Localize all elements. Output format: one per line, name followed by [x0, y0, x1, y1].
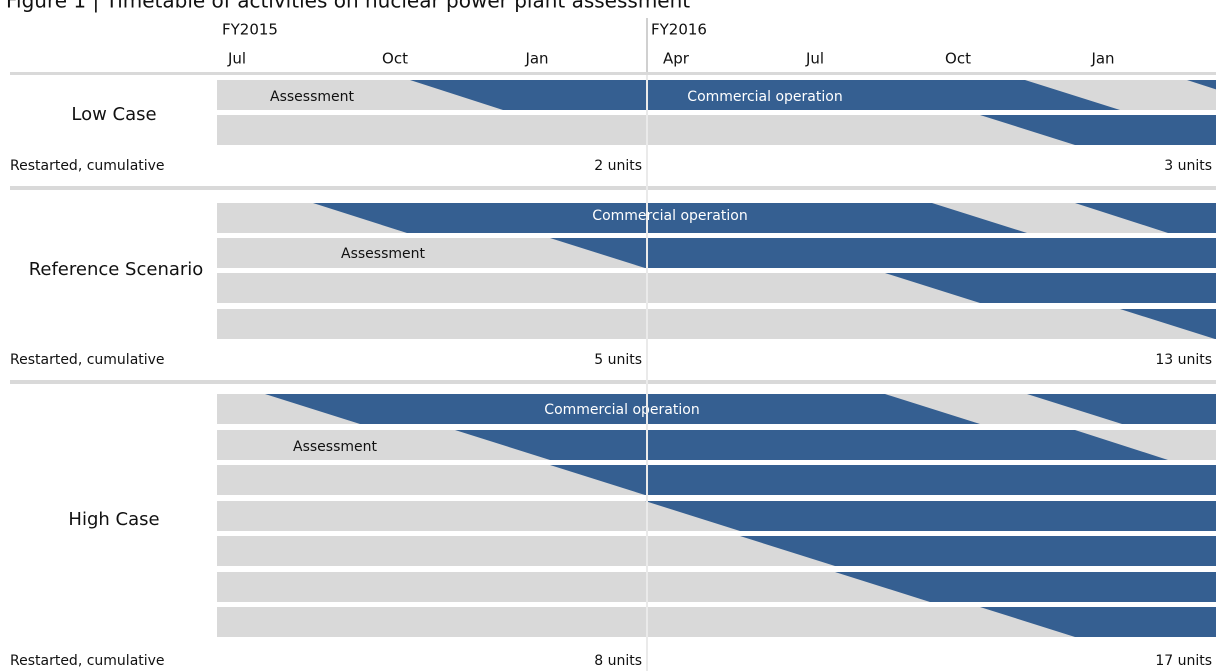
assessment-label: Assessment [293, 439, 377, 455]
units-label: 5 units [594, 352, 642, 368]
month-label: Jan [1090, 50, 1114, 68]
restarted-label: Restarted, cumulative [10, 653, 165, 669]
activity-bar [313, 203, 1027, 233]
month-label: Jul [805, 50, 824, 68]
month-label: Apr [663, 50, 690, 68]
operation-label: Commercial operation [687, 89, 842, 105]
section-label: Reference Scenario [29, 259, 204, 280]
activity-bar [550, 238, 1216, 268]
activity-bar [645, 501, 1216, 531]
units-label: 13 units [1155, 352, 1212, 368]
activity-bar [740, 536, 1216, 566]
activity-bar [455, 430, 1168, 460]
activity-bar [550, 465, 1216, 495]
assessment-label: Assessment [270, 89, 354, 105]
activity-bar [980, 607, 1216, 637]
activity-bar [1075, 203, 1216, 233]
month-label: Jan [524, 50, 548, 68]
units-label: 8 units [594, 653, 642, 669]
row-background [217, 309, 1216, 339]
separator [10, 380, 1216, 384]
activity-bar [1187, 80, 1216, 90]
title: Figure 1 | Timetable of activities on nu… [6, 0, 690, 13]
separator [10, 186, 1216, 190]
month-label: Oct [945, 50, 971, 68]
units-label: 2 units [594, 158, 642, 174]
assessment-label: Assessment [341, 246, 425, 262]
operation-label: Commercial operation [592, 208, 747, 224]
units-label: 17 units [1155, 653, 1212, 669]
month-label: Jul [227, 50, 246, 68]
units-label: 3 units [1164, 158, 1212, 174]
activity-bar [980, 115, 1216, 145]
activity-bar [410, 80, 1120, 110]
section-label: Low Case [71, 104, 156, 125]
restarted-label: Restarted, cumulative [10, 352, 165, 368]
operation-label: Commercial operation [544, 402, 699, 418]
fiscal-year: FY2015 [222, 21, 278, 39]
activity-bar [1120, 309, 1216, 339]
activity-bar [835, 572, 1216, 602]
month-label: Oct [382, 50, 408, 68]
activity-bar [885, 273, 1216, 303]
separator [10, 72, 1216, 75]
activity-bar [1027, 394, 1216, 424]
restarted-label: Restarted, cumulative [10, 158, 165, 174]
fiscal-year: FY2016 [651, 21, 707, 39]
section-label: High Case [68, 509, 159, 530]
activity-bar [265, 394, 980, 424]
